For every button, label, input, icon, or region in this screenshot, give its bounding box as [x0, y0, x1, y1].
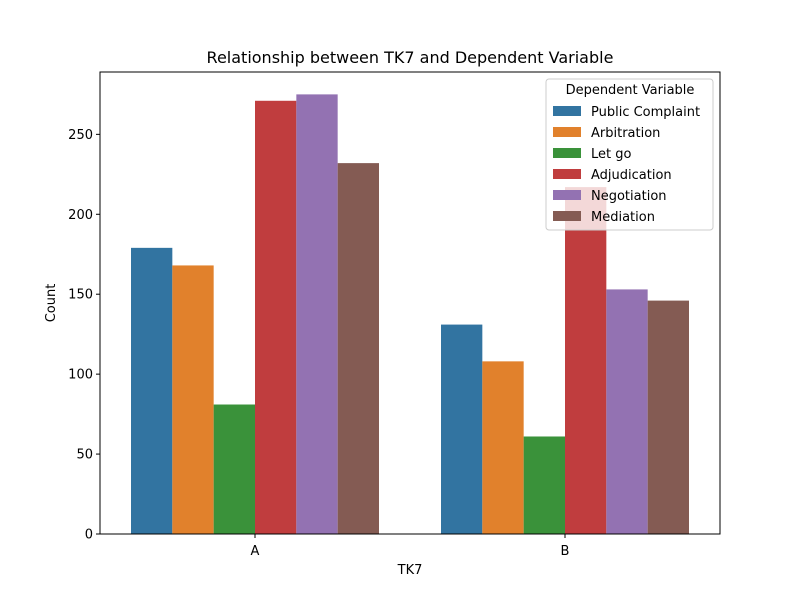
legend-label: Let go	[591, 147, 631, 162]
bar-mediation-b	[647, 300, 689, 534]
y-tick-label: 0	[85, 528, 93, 543]
legend-swatch	[553, 106, 581, 116]
legend-label: Negotiation	[591, 189, 667, 204]
plot-frame	[99, 71, 721, 535]
y-tick-label: 50	[76, 448, 93, 463]
bar-adjudication-a	[255, 100, 297, 534]
bar-arbitration-a	[172, 265, 214, 534]
legend-swatch	[553, 211, 581, 221]
legend-swatch	[553, 148, 581, 158]
bar-negotiation-b	[606, 289, 648, 534]
bar-let-go-b	[523, 436, 565, 534]
y-tick-label: 200	[68, 208, 93, 223]
y-axis: 0 50 100 150 200 250	[68, 128, 100, 543]
y-axis-label: Count	[44, 284, 59, 323]
legend-swatch	[553, 127, 581, 137]
legend-swatch	[553, 190, 581, 200]
bar-adjudication-b	[565, 187, 607, 534]
legend-label: Mediation	[591, 210, 655, 225]
y-tick-label: 100	[68, 368, 93, 383]
x-tick-label: A	[251, 544, 260, 559]
bars-group	[131, 94, 689, 535]
legend: Dependent Variable Public Complaint Arbit…	[545, 78, 714, 231]
bar-mediation-a	[337, 163, 379, 535]
legend-label: Public Complaint	[591, 105, 700, 120]
bar-arbitration-b	[482, 361, 524, 534]
bar-let-go-a	[213, 404, 255, 534]
bar-public-complaint-b	[441, 324, 483, 534]
chart-title: Relationship between TK7 and Dependent V…	[207, 48, 614, 67]
x-axis-label: TK7	[397, 563, 423, 578]
x-tick-label: B	[561, 544, 570, 559]
legend-title: Dependent Variable	[566, 83, 695, 98]
y-tick-label: 150	[68, 288, 93, 303]
legend-label: Adjudication	[591, 168, 672, 183]
legend-label: Arbitration	[591, 126, 660, 141]
legend-swatch	[553, 169, 581, 179]
bar-negotiation-a	[296, 94, 338, 535]
legend-box	[545, 78, 714, 231]
y-tick-label: 250	[68, 128, 93, 143]
bar-public-complaint-a	[131, 247, 173, 534]
